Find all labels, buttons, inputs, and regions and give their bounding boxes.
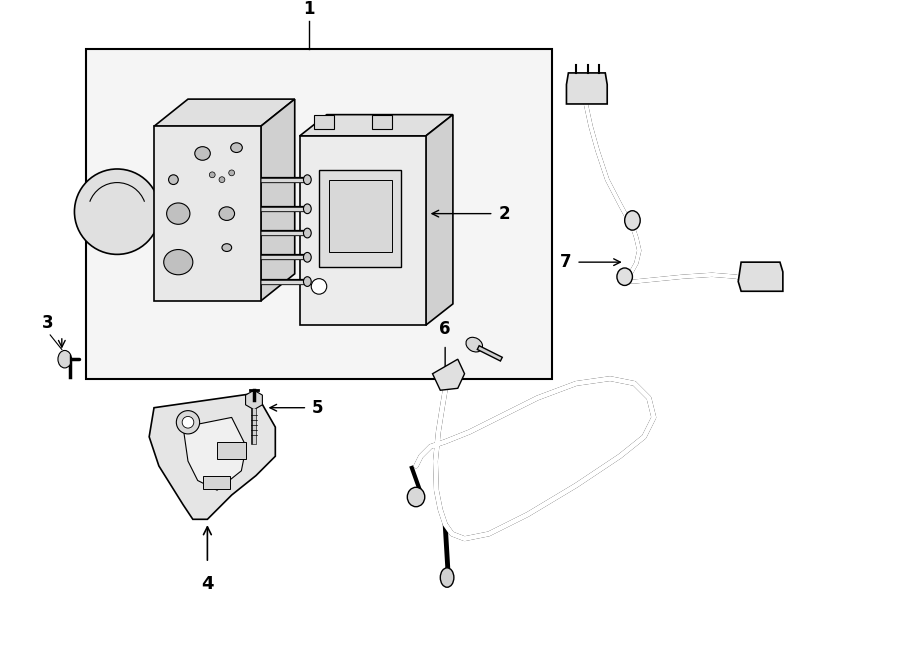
Text: 7: 7: [560, 253, 572, 271]
Ellipse shape: [616, 268, 633, 286]
Circle shape: [75, 169, 160, 254]
Ellipse shape: [194, 147, 211, 160]
Polygon shape: [300, 114, 453, 136]
Circle shape: [219, 176, 225, 182]
Bar: [319, 170, 401, 267]
Polygon shape: [154, 99, 294, 126]
Polygon shape: [738, 262, 783, 292]
Ellipse shape: [168, 175, 178, 184]
Polygon shape: [426, 114, 453, 325]
Circle shape: [311, 279, 327, 294]
Ellipse shape: [58, 350, 71, 368]
Circle shape: [210, 172, 215, 178]
Bar: [217, 442, 247, 459]
Text: 1: 1: [303, 0, 315, 18]
Circle shape: [176, 410, 200, 434]
Polygon shape: [183, 417, 247, 490]
Bar: [154, 126, 261, 301]
Bar: [86, 49, 552, 379]
Ellipse shape: [303, 175, 311, 184]
Ellipse shape: [303, 228, 311, 238]
Ellipse shape: [303, 204, 311, 214]
Bar: [300, 136, 426, 325]
Bar: [373, 114, 392, 129]
Ellipse shape: [219, 207, 235, 220]
Polygon shape: [261, 99, 294, 301]
Circle shape: [182, 416, 194, 428]
Text: 6: 6: [439, 320, 451, 338]
Circle shape: [229, 170, 235, 176]
Ellipse shape: [222, 244, 231, 251]
Ellipse shape: [466, 337, 482, 352]
Bar: [328, 180, 392, 253]
Polygon shape: [149, 393, 275, 520]
Polygon shape: [566, 73, 608, 104]
Ellipse shape: [408, 487, 425, 507]
Ellipse shape: [303, 253, 311, 262]
Ellipse shape: [625, 211, 640, 230]
Bar: [314, 114, 334, 129]
Bar: [202, 476, 230, 489]
Text: 4: 4: [201, 574, 213, 593]
Text: 2: 2: [499, 205, 510, 223]
Ellipse shape: [166, 203, 190, 224]
Polygon shape: [433, 359, 464, 390]
Ellipse shape: [230, 143, 242, 153]
Text: 3: 3: [41, 314, 53, 332]
Text: 5: 5: [312, 399, 324, 416]
Ellipse shape: [303, 277, 311, 286]
Ellipse shape: [440, 568, 454, 587]
Ellipse shape: [164, 250, 193, 275]
